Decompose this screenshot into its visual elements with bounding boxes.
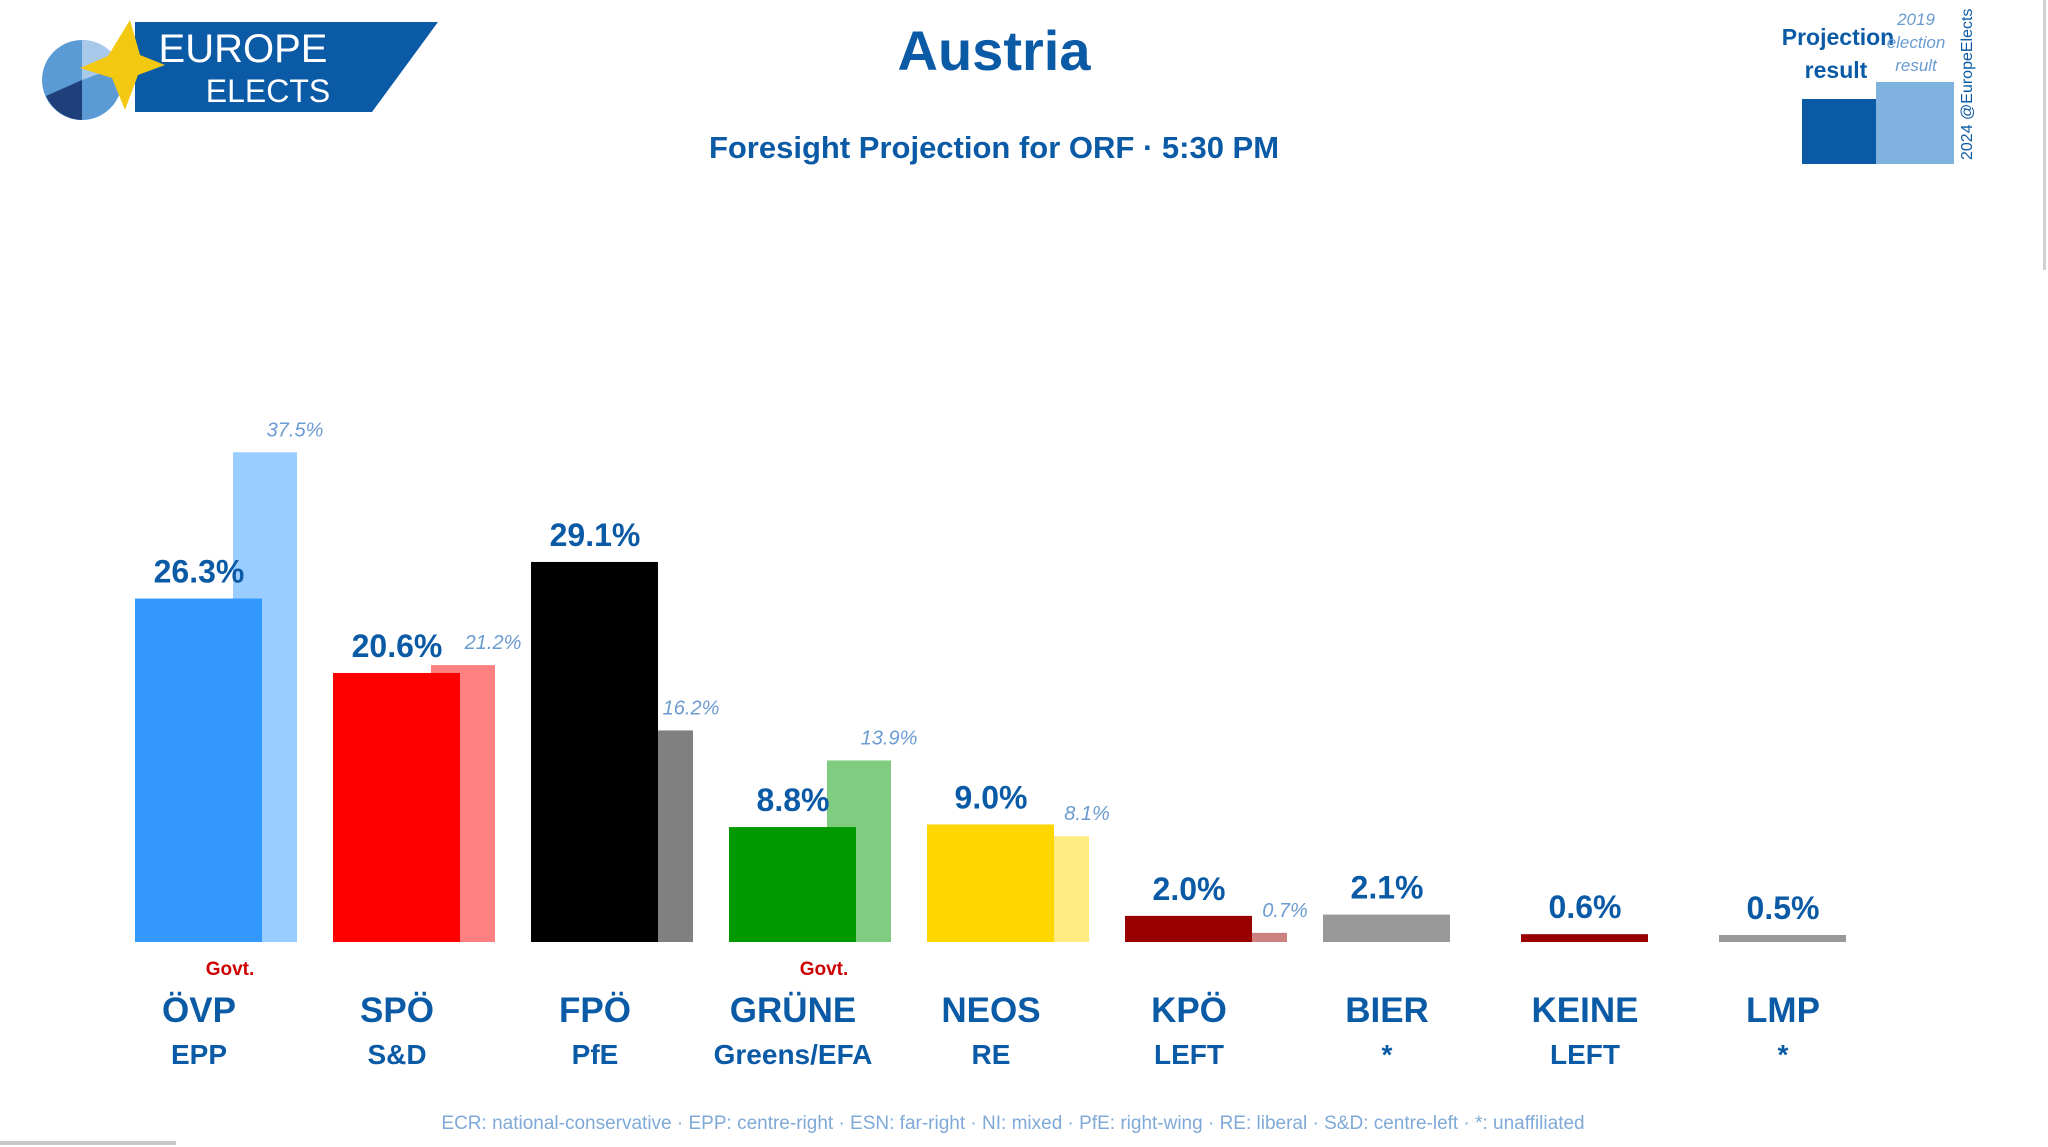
legend-projection-label: Projection (1782, 24, 1894, 50)
group-label-fpö: PfE (572, 1039, 619, 1070)
bar-2019-label-övp: 37.5% (267, 419, 324, 441)
party-label-kpö: KPÖ (1151, 991, 1227, 1030)
bar-2019-label-kpö: 0.7% (1262, 900, 1308, 922)
bar-projection-kpö (1125, 915, 1252, 942)
chart-subtitle: Foresight Projection for ORF · 5:30 PM (709, 130, 1279, 165)
bar-projection-fpö (531, 561, 658, 942)
bar-projection-label-kpö: 2.0% (1153, 871, 1226, 907)
group-label-neos: RE (972, 1039, 1011, 1070)
bar-projection-label-keine: 0.6% (1549, 889, 1622, 925)
copyright-text: 2024 @EuropeElects (1959, 9, 1976, 160)
group-label-keine: LEFT (1550, 1039, 1620, 1070)
europe-elects-logo: EUROPE ELECTS (42, 20, 438, 120)
chart-legend: Projection result 2019 election result 2… (1782, 9, 1976, 164)
bar-projection-övp (135, 598, 262, 942)
bar-projection-label-neos: 9.0% (955, 779, 1028, 815)
bar-projection-label-spö: 20.6% (352, 628, 443, 664)
group-label-lmp: * (1778, 1039, 1789, 1070)
party-label-neos: NEOS (941, 991, 1040, 1030)
legend-previous-label-3: result (1895, 56, 1938, 75)
group-label-övp: EPP (171, 1039, 227, 1070)
brand-line1: EUROPE (159, 27, 328, 71)
bar-2019-label-fpö: 16.2% (663, 697, 720, 719)
legend-projection-label-2: result (1805, 57, 1868, 83)
group-label-grüne: Greens/EFA (714, 1039, 873, 1070)
bar-projection-label-övp: 26.3% (154, 554, 245, 590)
scroll-indicator-bottom (0, 1141, 176, 1145)
scroll-indicator-right (2043, 0, 2046, 270)
bar-projection-keine (1521, 934, 1648, 942)
bar-projection-neos (927, 824, 1054, 942)
legend-projection-swatch (1802, 99, 1882, 164)
group-label-kpö: LEFT (1154, 1039, 1224, 1070)
bar-2019-kpö (1223, 932, 1287, 942)
bar-projection-label-lmp: 0.5% (1747, 890, 1820, 926)
bar-projection-label-bier: 2.1% (1351, 870, 1424, 906)
bar-projection-grüne (729, 827, 856, 942)
bar-projection-label-grüne: 8.8% (757, 782, 830, 818)
group-label-spö: S&D (367, 1039, 426, 1070)
legend-previous-swatch (1876, 82, 1954, 164)
party-label-fpö: FPÖ (559, 991, 631, 1030)
party-label-spö: SPÖ (360, 991, 434, 1030)
bar-projection-spö (333, 672, 460, 942)
bar-area: 37.5% 26.3% Govt. ÖVP EPP 21.2% 20.6% SPÖ S&D 16.… (135, 419, 1846, 1070)
party-label-lmp: LMP (1746, 991, 1820, 1030)
bar-2019-label-neos: 8.1% (1064, 803, 1110, 825)
legend-previous-label: 2019 (1896, 10, 1935, 29)
party-label-keine: KEINE (1532, 991, 1639, 1030)
bar-projection-label-fpö: 29.1% (550, 517, 641, 553)
bar-projection-bier (1323, 914, 1450, 942)
govt-marker-grüne: Govt. (800, 959, 849, 980)
bar-2019-label-grüne: 13.9% (861, 727, 918, 749)
legend-previous-label-2: election (1887, 33, 1946, 52)
footnote-text: ECR: national-conservative · EPP: centre… (441, 1113, 1584, 1134)
chart-title: Austria (898, 19, 1092, 82)
bar-projection-lmp (1719, 935, 1846, 942)
brand-line2: ELECTS (206, 73, 330, 109)
govt-marker-övp: Govt. (206, 959, 255, 980)
group-label-bier: * (1382, 1039, 1393, 1070)
bar-2019-label-spö: 21.2% (464, 632, 522, 654)
party-label-bier: BIER (1345, 991, 1429, 1030)
party-label-övp: ÖVP (162, 991, 236, 1030)
party-label-grüne: GRÜNE (730, 991, 856, 1030)
